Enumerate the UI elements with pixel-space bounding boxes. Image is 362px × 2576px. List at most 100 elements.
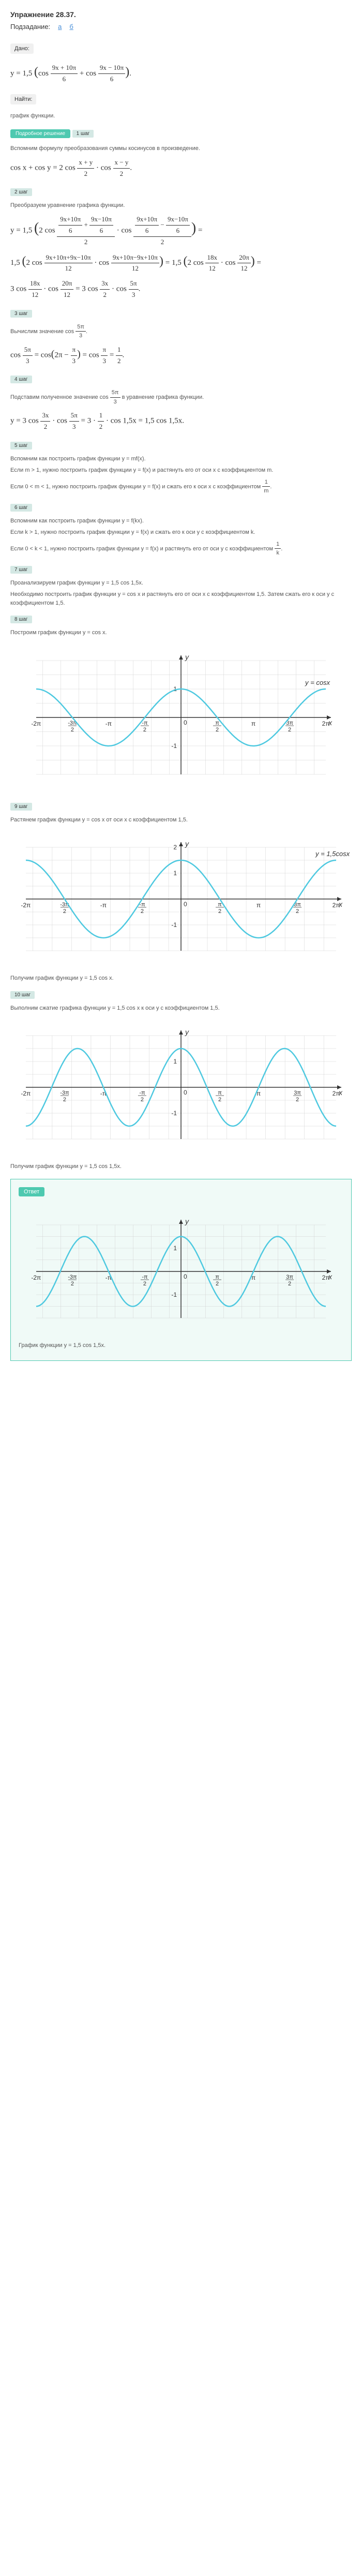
step-6-text2: Если 0 < k < 1, нужно построить график ф… xyxy=(10,540,352,558)
svg-text:y = 1,5cosx: y = 1,5cosx xyxy=(315,850,350,858)
step-2-formula-2: 1,5 (2 cos 9x+10π+9x−10π12 · cos 9x+10π−… xyxy=(10,251,352,274)
step-2-formula-3: 3 cos 18x12 · cos 20π12 = 3 cos 3x2 · co… xyxy=(10,278,352,301)
svg-text:3π: 3π xyxy=(294,1090,301,1096)
step-5-hint: Вспомним как построить график функции y … xyxy=(10,455,352,463)
step-2-label: 2 шаг xyxy=(10,188,32,196)
svg-text:2: 2 xyxy=(63,908,66,915)
svg-text:-π: -π xyxy=(142,1274,148,1280)
graph-3-container: xy0-2π-3π2-π-π2π2π3π22π-11 xyxy=(10,1020,352,1155)
svg-text:0: 0 xyxy=(184,1089,187,1096)
find-label: Найти: xyxy=(10,94,36,104)
svg-text:2π: 2π xyxy=(333,902,340,909)
step-9-result: Получим график функции y = 1,5 cos x. xyxy=(10,974,352,983)
solution-header: Подробное решение xyxy=(10,129,70,138)
svg-text:2: 2 xyxy=(216,727,219,733)
svg-text:-2π: -2π xyxy=(31,720,41,727)
answer-text: График функции y = 1,5 cos 1,5x. xyxy=(19,1341,343,1350)
graph-answer-container: xy0-2π-3π2-π-π2π2π3π22π-11 xyxy=(19,1209,343,1334)
step-3-label: 3 шаг xyxy=(10,310,32,318)
svg-text:y: y xyxy=(185,1028,189,1036)
svg-text:-π: -π xyxy=(139,1090,145,1096)
svg-text:2: 2 xyxy=(143,1281,146,1287)
given-label: Дано: xyxy=(10,43,34,54)
given-formula: y = 1,5 (cos 9x + 10π6 + cos 9x − 10π6). xyxy=(10,62,352,85)
step-5-text2: Если 0 < m < 1, нужно построить график ф… xyxy=(10,478,352,496)
svg-text:2: 2 xyxy=(173,844,177,851)
svg-text:1: 1 xyxy=(173,1058,177,1065)
svg-text:-1: -1 xyxy=(171,742,177,750)
svg-text:-1: -1 xyxy=(171,1291,177,1298)
step-3-hint: Вычислим значение cos 5π3. xyxy=(10,323,352,340)
svg-text:2: 2 xyxy=(296,908,299,915)
svg-text:3π: 3π xyxy=(286,1274,293,1280)
svg-text:y: y xyxy=(185,840,189,848)
svg-text:1: 1 xyxy=(173,870,177,877)
step-1-hint: Вспомним формулу преобразования суммы ко… xyxy=(10,144,352,153)
svg-text:-π: -π xyxy=(100,902,107,909)
step-7-hint: Проанализируем график функции y = 1,5 co… xyxy=(10,579,352,588)
step-10-result: Получим график функции y = 1,5 cos 1,5x. xyxy=(10,1162,352,1171)
svg-text:2: 2 xyxy=(218,908,221,915)
svg-text:y = cosx: y = cosx xyxy=(305,679,330,686)
svg-text:2π: 2π xyxy=(322,1274,330,1281)
step-2-hint: Преобразуем уравнение графика функции. xyxy=(10,201,352,210)
step-7-label: 7 шаг xyxy=(10,566,32,574)
svg-text:-3π: -3π xyxy=(68,1274,77,1280)
svg-text:π: π xyxy=(215,1274,219,1280)
svg-text:2: 2 xyxy=(71,727,74,733)
svg-text:-π: -π xyxy=(142,720,148,726)
svg-text:π: π xyxy=(218,1090,222,1096)
svg-text:2: 2 xyxy=(296,1097,299,1103)
svg-text:2: 2 xyxy=(63,1097,66,1103)
svg-text:2: 2 xyxy=(288,727,291,733)
subtask-link-a[interactable]: а xyxy=(58,23,62,31)
svg-text:-3π: -3π xyxy=(60,1090,69,1096)
svg-text:y: y xyxy=(185,1217,189,1225)
svg-text:-π: -π xyxy=(105,720,112,727)
step-8-hint: Построим график функции y = cos x. xyxy=(10,628,352,637)
subtask-link-b[interactable]: б xyxy=(69,23,73,31)
svg-text:2π: 2π xyxy=(333,1090,340,1097)
svg-text:-1: -1 xyxy=(171,1110,177,1117)
step-4-hint: Подставим полученное значение cos 5π3 в … xyxy=(10,388,352,406)
find-text: график функции. xyxy=(10,112,352,121)
step-10-label: 10 шаг xyxy=(10,991,35,999)
svg-text:π: π xyxy=(251,720,255,727)
step-7-text: Необходимо построить график функции y = … xyxy=(10,590,352,607)
graph-1-5cosx: xy0-2π-3π2-π-π2π2π3π22π-112y = 1,5cosx xyxy=(10,832,352,966)
answer-box: Ответ xy0-2π-3π2-π-π2π2π3π22π-11 График … xyxy=(10,1179,352,1361)
step-1-formula: cos x + cos y = 2 cos x + y2 · cos x − y… xyxy=(10,157,352,179)
svg-text:-2π: -2π xyxy=(21,1090,31,1097)
step-10-hint: Выполним сжатие графика функции y = 1,5 … xyxy=(10,1004,352,1013)
svg-text:-2π: -2π xyxy=(21,902,31,909)
svg-text:π: π xyxy=(257,902,261,909)
svg-text:0: 0 xyxy=(184,719,187,726)
graph-2-container: xy0-2π-3π2-π-π2π2π3π22π-112y = 1,5cosx xyxy=(10,832,352,966)
step-1-label: 1 шаг xyxy=(72,130,94,138)
exercise-title: Упражнение 28.37. xyxy=(10,10,352,19)
subtask-label: Подзадание: xyxy=(10,23,50,31)
svg-text:2: 2 xyxy=(216,1281,219,1287)
svg-text:0: 0 xyxy=(184,901,187,908)
svg-text:2: 2 xyxy=(288,1281,291,1287)
answer-label: Ответ xyxy=(19,1187,44,1196)
step-6-label: 6 шаг xyxy=(10,504,32,512)
step-5-text1: Если m > 1, нужно построить график функц… xyxy=(10,466,352,475)
step-6-hint: Вспомним как построить график функции y … xyxy=(10,517,352,526)
svg-text:2π: 2π xyxy=(322,720,330,727)
svg-text:2: 2 xyxy=(141,908,144,915)
svg-text:-1: -1 xyxy=(171,921,177,928)
svg-text:π: π xyxy=(215,720,219,726)
step-9-hint: Растянем график функции y = cos x от оси… xyxy=(10,816,352,825)
svg-text:-2π: -2π xyxy=(31,1274,41,1281)
subtask-row: Подзадание: а б xyxy=(10,23,352,31)
step-8-label: 8 шаг xyxy=(10,616,32,623)
svg-text:1: 1 xyxy=(173,1245,177,1252)
graph-answer: xy0-2π-3π2-π-π2π2π3π22π-11 xyxy=(21,1209,341,1334)
step-9-label: 9 шаг xyxy=(10,803,32,811)
step-2-formula-1: y = 1,5 (2 cos 9x+10π6 + 9x−10π62 · cos … xyxy=(10,214,352,247)
svg-text:y: y xyxy=(185,653,189,661)
svg-text:2: 2 xyxy=(143,727,146,733)
svg-text:2: 2 xyxy=(141,1097,144,1103)
svg-text:2: 2 xyxy=(218,1097,221,1103)
